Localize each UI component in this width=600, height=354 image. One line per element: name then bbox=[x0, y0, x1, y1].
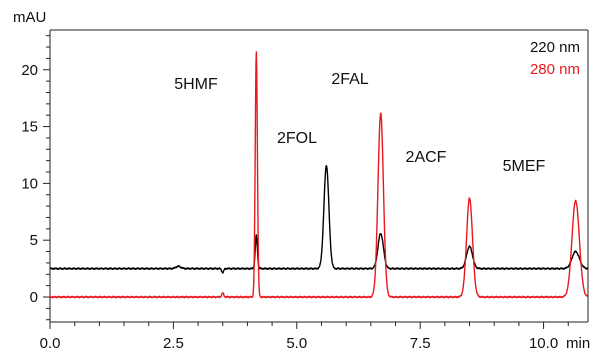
peak-label-2fal: 2FAL bbox=[331, 71, 368, 88]
y-axis-unit-label: mAU bbox=[13, 9, 46, 26]
series-layer bbox=[49, 51, 589, 299]
peak-label-5hmf: 5HMF bbox=[174, 76, 218, 93]
y-tick-label: 15 bbox=[21, 119, 38, 136]
x-tick-label: 0.0 bbox=[40, 335, 61, 352]
legend: 220 nm 280 nm bbox=[530, 39, 580, 78]
y-tick-label: 20 bbox=[21, 62, 38, 79]
x-tick-label: 2.5 bbox=[163, 335, 184, 352]
x-tick-label: 5.0 bbox=[286, 335, 307, 352]
y-tick-label: 0 bbox=[30, 289, 38, 306]
series-line-220nm bbox=[49, 164, 589, 274]
peak-labels: 5HMF 2FOL 2FAL 2ACF 5MEF bbox=[174, 71, 545, 175]
y-tick-label: 10 bbox=[21, 175, 38, 192]
plot-frame bbox=[49, 29, 589, 323]
legend-label-220nm: 220 nm bbox=[530, 39, 580, 56]
x-axis-unit-label: min bbox=[566, 335, 590, 352]
peak-label-2acf: 2ACF bbox=[406, 149, 447, 166]
x-axis-ticks: 0.0 2.5 5.0 7.5 10.0 bbox=[40, 322, 569, 352]
y-tick-label: 5 bbox=[30, 232, 38, 249]
peak-label-2fol: 2FOL bbox=[277, 130, 317, 147]
legend-label-280nm: 280 nm bbox=[530, 61, 580, 78]
y-axis-ticks: 0 5 10 15 20 bbox=[21, 35, 50, 321]
x-tick-label: 10.0 bbox=[529, 335, 558, 352]
x-tick-label: 7.5 bbox=[410, 335, 431, 352]
series-line-280nm bbox=[49, 51, 589, 299]
peak-label-5mef: 5MEF bbox=[503, 158, 546, 175]
